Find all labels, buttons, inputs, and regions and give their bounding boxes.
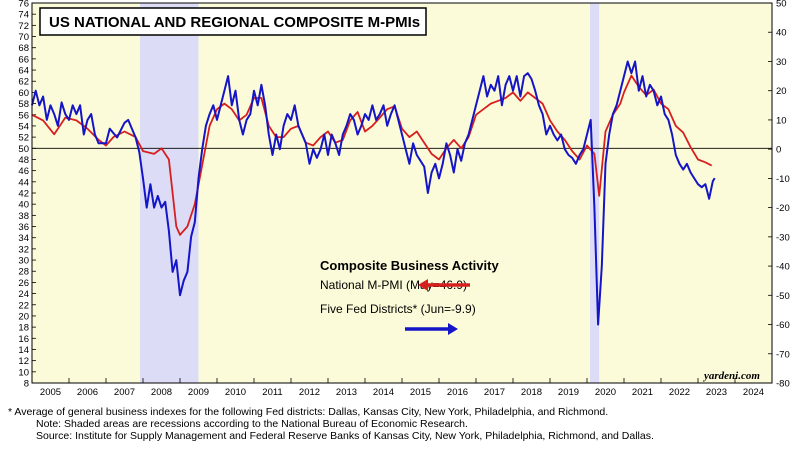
left-tick-label: 48 xyxy=(18,155,29,166)
left-tick-label: 56 xyxy=(18,110,29,121)
series-line-national-pmi xyxy=(31,74,713,236)
x-tick-label: 2010 xyxy=(225,387,246,398)
legend-arrow-red xyxy=(418,279,470,291)
right-tick-label: -80 xyxy=(776,379,790,390)
series-line-five-fed-districts xyxy=(31,60,716,326)
left-tick-label: 62 xyxy=(18,77,29,88)
left-tick-label: 68 xyxy=(18,43,29,54)
left-tick-label: 46 xyxy=(18,166,29,177)
left-tick-label: 28 xyxy=(18,267,29,278)
right-tick-label: -40 xyxy=(776,262,790,273)
x-tick-label: 2012 xyxy=(299,387,320,398)
left-tick-label: 38 xyxy=(18,211,29,222)
x-tick-label: 2017 xyxy=(484,387,505,398)
left-tick-label: 52 xyxy=(18,133,29,144)
left-tick-label: 16 xyxy=(18,334,29,345)
right-tick-label: 0 xyxy=(776,145,781,156)
right-tick-label: 40 xyxy=(776,28,787,39)
x-tick-label: 2013 xyxy=(336,387,357,398)
left-tick-label: 8 xyxy=(24,379,29,390)
left-tick-label: 54 xyxy=(18,121,29,132)
left-tick-label: 18 xyxy=(18,323,29,334)
left-tick-label: 60 xyxy=(18,88,29,99)
left-tick-label: 50 xyxy=(18,144,29,155)
left-tick-label: 36 xyxy=(18,222,29,233)
right-tick-label: -30 xyxy=(776,232,790,243)
right-tick-label: -20 xyxy=(776,203,790,214)
x-tick-label: 2019 xyxy=(558,387,579,398)
legend-arrow-blue xyxy=(405,323,458,335)
left-tick-label: 34 xyxy=(18,233,29,244)
x-tick-label: 2006 xyxy=(77,387,98,398)
series-layer xyxy=(31,60,716,326)
left-tick-label: 40 xyxy=(18,200,29,211)
axis-ticks-layer: 8101214161820222426283032343638404244464… xyxy=(18,0,789,398)
right-tick-label: 30 xyxy=(776,57,787,68)
left-tick-label: 66 xyxy=(18,54,29,65)
left-tick-label: 70 xyxy=(18,32,29,43)
x-tick-label: 2014 xyxy=(373,387,394,398)
left-tick-label: 64 xyxy=(18,66,29,77)
right-tick-label: 20 xyxy=(776,86,787,97)
right-tick-label: -70 xyxy=(776,349,790,360)
right-tick-label: -50 xyxy=(776,291,790,302)
footnote-2: Note: Shaded areas are recessions accord… xyxy=(36,418,468,430)
left-tick-label: 44 xyxy=(18,177,29,188)
left-tick-label: 22 xyxy=(18,300,29,311)
right-tick-label: -10 xyxy=(776,174,790,185)
legend-title: Composite Business Activity xyxy=(320,258,499,273)
x-tick-label: 2008 xyxy=(151,387,172,398)
plot-frame xyxy=(31,2,773,384)
chart-figure: 8101214161820222426283032343638404244464… xyxy=(18,0,789,398)
x-tick-label: 2024 xyxy=(743,387,764,398)
left-tick-label: 42 xyxy=(18,189,29,200)
x-tick-label: 2007 xyxy=(114,387,135,398)
right-tick-label: -60 xyxy=(776,320,790,331)
x-tick-label: 2022 xyxy=(669,387,690,398)
x-tick-label: 2015 xyxy=(410,387,431,398)
left-tick-label: 76 xyxy=(18,0,29,10)
chart-title: US NATIONAL AND REGIONAL COMPOSITE M-PMI… xyxy=(49,14,420,31)
x-tick-label: 2009 xyxy=(188,387,209,398)
left-tick-label: 30 xyxy=(18,256,29,267)
x-tick-label: 2020 xyxy=(595,387,616,398)
title-box: US NATIONAL AND REGIONAL COMPOSITE M-PMI… xyxy=(39,7,427,36)
left-tick-label: 12 xyxy=(18,356,29,367)
x-tick-label: 2011 xyxy=(262,387,282,398)
x-tick-label: 2023 xyxy=(706,387,727,398)
left-tick-label: 26 xyxy=(18,278,29,289)
legend-entry-national: National M-PMI (May=46.9) xyxy=(320,278,467,292)
left-tick-label: 58 xyxy=(18,99,29,110)
x-tick-label: 2005 xyxy=(40,387,61,398)
watermark: yardeni.com xyxy=(702,370,760,382)
legend: Composite Business Activity National M-P… xyxy=(320,258,499,335)
legend-entry-fed: Five Fed Districts* (Jun=-9.9) xyxy=(320,302,476,316)
left-tick-label: 24 xyxy=(18,289,29,300)
footnote-3: Source: Institute for Supply Management … xyxy=(36,430,654,442)
x-tick-label: 2016 xyxy=(447,387,468,398)
right-tick-label: 10 xyxy=(776,115,787,126)
left-tick-label: 20 xyxy=(18,311,29,322)
left-tick-label: 14 xyxy=(18,345,29,356)
left-tick-label: 74 xyxy=(18,10,29,21)
x-tick-label: 2021 xyxy=(632,387,653,398)
left-tick-label: 32 xyxy=(18,244,29,255)
right-tick-label: 50 xyxy=(776,0,787,10)
footnote-1: * Average of general business indexes fo… xyxy=(8,406,609,418)
x-tick-label: 2018 xyxy=(521,387,542,398)
left-tick-label: 72 xyxy=(18,21,29,32)
left-tick-label: 10 xyxy=(18,367,29,378)
